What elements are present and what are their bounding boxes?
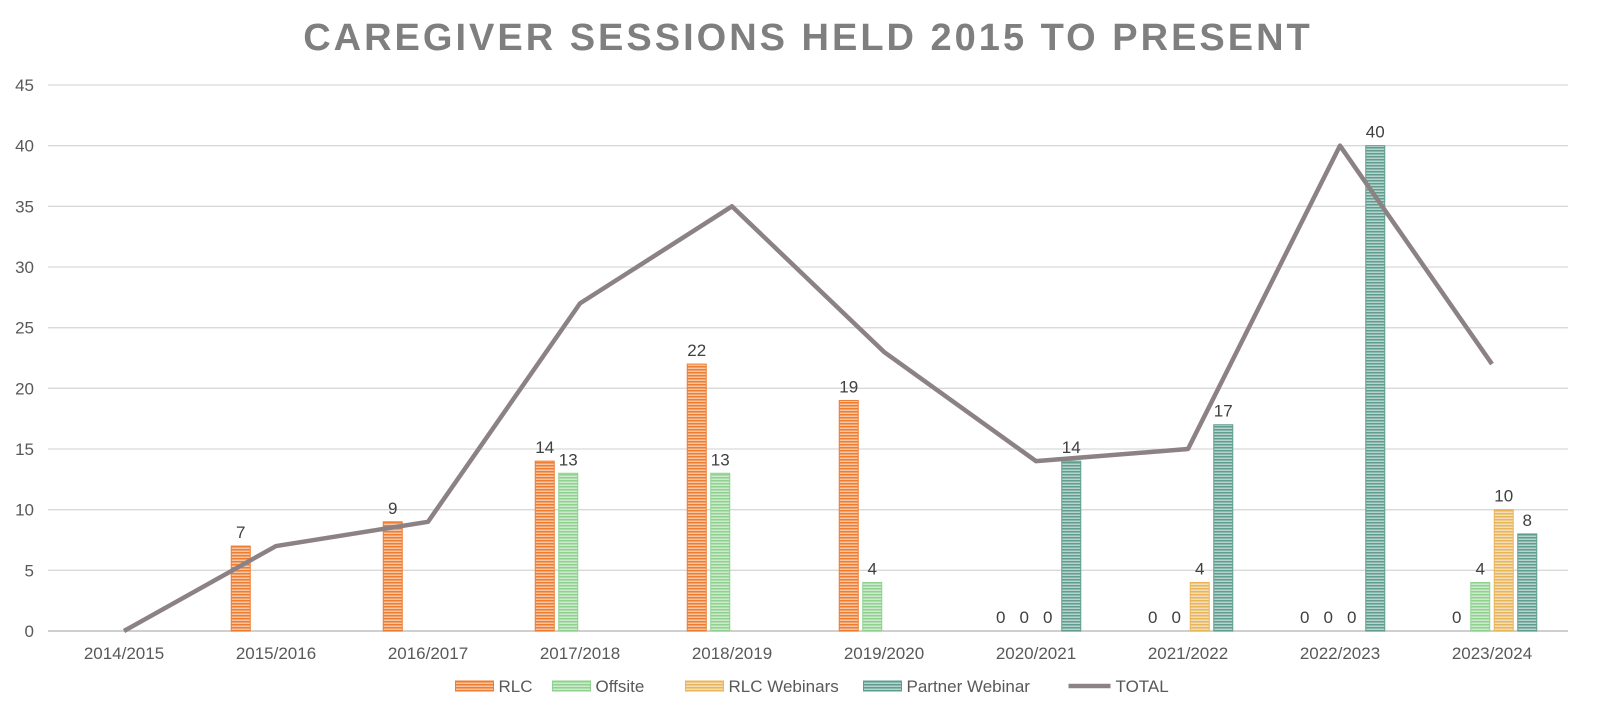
bar-rlc: [230, 545, 251, 632]
y-tick-label: 0: [25, 622, 34, 641]
bar-rlc-webinars: [1189, 581, 1210, 632]
y-tick-label: 25: [15, 319, 34, 338]
bar-series: [230, 145, 1538, 632]
legend-swatch: [455, 680, 494, 692]
data-label-offsite: 0: [1324, 608, 1333, 627]
data-label-partner-webinar: 8: [1523, 511, 1532, 530]
x-tick-label: 2019/2020: [844, 644, 924, 663]
bar-rlc: [686, 363, 707, 632]
data-label-rlc: 14: [535, 438, 554, 457]
legend-label: Offsite: [596, 677, 645, 696]
x-tick-label: 2017/2018: [540, 644, 620, 663]
data-label-rlc: 22: [687, 341, 706, 360]
bar-partner-webinar: [1213, 424, 1234, 632]
x-tick-label: 2014/2015: [84, 644, 164, 663]
data-label-rlc-webinars: 0: [1043, 608, 1052, 627]
line-total: [122, 143, 1494, 633]
legend-swatch: [552, 680, 591, 692]
data-label-partner-webinar: 17: [1214, 402, 1233, 421]
data-label-rlc: 9: [388, 499, 397, 518]
data-label-partner-webinar: 40: [1366, 123, 1385, 142]
y-tick-label: 45: [15, 76, 34, 95]
x-tick-label: 2018/2019: [692, 644, 772, 663]
total-line-series: [122, 143, 1494, 633]
x-tick-label: 2020/2021: [996, 644, 1076, 663]
data-label-rlc: 0: [1148, 608, 1157, 627]
bar-rlc-webinars: [1493, 509, 1514, 632]
y-tick-label: 15: [15, 440, 34, 459]
x-tick-label: 2015/2016: [236, 644, 316, 663]
legend-label: RLC: [499, 677, 533, 696]
legend: RLC Offsite RLC Webinars Partner Webinar TOT…: [455, 677, 1169, 696]
legend-label: Partner Webinar: [907, 677, 1031, 696]
legend-swatch: [863, 680, 902, 692]
gridlines: [48, 84, 1568, 632]
legend-label: RLC Webinars: [729, 677, 839, 696]
data-label-rlc: 19: [839, 377, 858, 396]
y-tick-label: 30: [15, 258, 34, 277]
data-label-rlc: 0: [1300, 608, 1309, 627]
data-label-offsite: 0: [1172, 608, 1181, 627]
data-label-offsite: 4: [1476, 559, 1485, 578]
legend-item-rlc-webinars: RLC Webinars: [685, 677, 839, 696]
data-label-rlc-webinars: 4: [1195, 559, 1204, 578]
x-tick-label: 2022/2023: [1300, 644, 1380, 663]
bar-partner-webinar: [1061, 460, 1082, 632]
bar-partner-webinar: [1365, 145, 1386, 632]
data-label-partner-webinar: 14: [1062, 438, 1081, 457]
bar-offsite: [1470, 581, 1491, 632]
x-tick-label: 2016/2017: [388, 644, 468, 663]
bar-offsite: [558, 472, 579, 632]
x-axis-ticks: 2014/2015 2015/2016 2016/2017 2017/2018 2018…: [84, 644, 1532, 663]
y-tick-label: 5: [25, 561, 34, 580]
bar-rlc: [838, 399, 859, 632]
x-tick-label: 2023/2024: [1452, 644, 1532, 663]
data-label-rlc: 0: [996, 608, 1005, 627]
data-label-offsite: 13: [559, 450, 578, 469]
y-tick-label: 20: [15, 379, 34, 398]
bar-offsite: [710, 472, 731, 632]
y-axis-ticks: 0 5 10 15 20 25 30 35 40 45: [15, 76, 34, 641]
legend-swatch: [685, 680, 724, 692]
y-tick-label: 40: [15, 137, 34, 156]
y-tick-label: 35: [15, 197, 34, 216]
legend-item-partner-webinar: Partner Webinar: [863, 677, 1031, 696]
data-label-offsite: 4: [868, 559, 877, 578]
legend-item-rlc: RLC: [455, 677, 533, 696]
bar-partner-webinar: [1517, 533, 1538, 632]
bar-offsite: [862, 581, 883, 632]
data-label-rlc-webinars: 10: [1494, 487, 1513, 506]
legend-label: TOTAL: [1116, 677, 1169, 696]
data-label-rlc-webinars: 0: [1347, 608, 1356, 627]
data-label-rlc: 0: [1452, 608, 1461, 627]
data-label-offsite: 0: [1020, 608, 1029, 627]
legend-item-offsite: Offsite: [552, 677, 645, 696]
y-tick-label: 10: [15, 501, 34, 520]
chart-title: CAREGIVER SESSIONS HELD 2015 TO PRESENT: [303, 17, 1313, 59]
data-label-rlc: 7: [236, 523, 245, 542]
legend-item-total: TOTAL: [1068, 677, 1169, 696]
bar-rlc: [534, 460, 555, 632]
data-label-offsite: 13: [711, 450, 730, 469]
bar-rlc: [382, 521, 403, 632]
x-tick-label: 2021/2022: [1148, 644, 1228, 663]
